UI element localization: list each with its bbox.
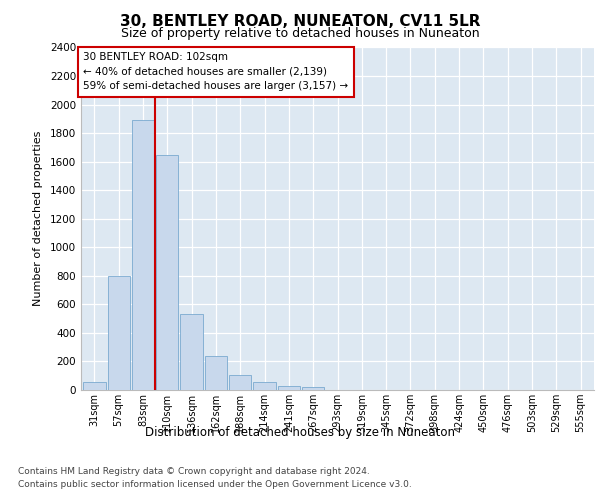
- Text: Distribution of detached houses by size in Nuneaton: Distribution of detached houses by size …: [145, 426, 455, 439]
- Y-axis label: Number of detached properties: Number of detached properties: [33, 131, 43, 306]
- Bar: [302, 387, 325, 390]
- Bar: [107, 276, 130, 390]
- Bar: [253, 382, 276, 390]
- Bar: [205, 356, 227, 390]
- Bar: [132, 120, 154, 390]
- Bar: [229, 375, 251, 390]
- Bar: [156, 155, 178, 390]
- Bar: [181, 314, 203, 390]
- Text: 30 BENTLEY ROAD: 102sqm
← 40% of detached houses are smaller (2,139)
59% of semi: 30 BENTLEY ROAD: 102sqm ← 40% of detache…: [83, 52, 349, 92]
- Text: Contains public sector information licensed under the Open Government Licence v3: Contains public sector information licen…: [18, 480, 412, 489]
- Bar: [278, 386, 300, 390]
- Bar: [83, 382, 106, 390]
- Text: Size of property relative to detached houses in Nuneaton: Size of property relative to detached ho…: [121, 28, 479, 40]
- Text: Contains HM Land Registry data © Crown copyright and database right 2024.: Contains HM Land Registry data © Crown c…: [18, 468, 370, 476]
- Text: 30, BENTLEY ROAD, NUNEATON, CV11 5LR: 30, BENTLEY ROAD, NUNEATON, CV11 5LR: [120, 14, 480, 29]
